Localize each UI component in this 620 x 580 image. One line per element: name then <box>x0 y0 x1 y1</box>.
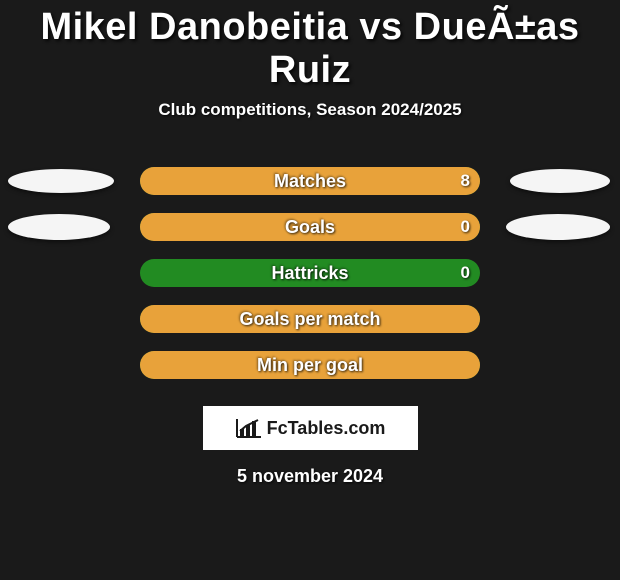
stats-chart: Matches8Goals0Hattricks0Goals per matchM… <box>0 158 620 388</box>
stat-row: Min per goal <box>0 342 620 388</box>
stat-value: 0 <box>461 217 470 237</box>
stat-label: Matches <box>140 171 480 192</box>
stat-label: Goals <box>140 217 480 238</box>
stat-row: Goals0 <box>0 204 620 250</box>
stat-bar: Goals0 <box>140 213 480 241</box>
left-ellipse <box>8 214 110 240</box>
right-ellipse <box>506 214 610 240</box>
left-ellipse <box>8 169 114 193</box>
date-text: 5 november 2024 <box>0 466 620 487</box>
logo-text: FcTables.com <box>267 418 386 439</box>
logo-box: FcTables.com <box>203 406 418 450</box>
stat-value: 0 <box>461 263 470 283</box>
stat-row: Matches8 <box>0 158 620 204</box>
stat-label: Goals per match <box>140 309 480 330</box>
right-ellipse <box>510 169 610 193</box>
stat-row: Goals per match <box>0 296 620 342</box>
stat-bar: Min per goal <box>140 351 480 379</box>
stat-bar: Matches8 <box>140 167 480 195</box>
stat-label: Hattricks <box>140 263 480 284</box>
stat-bar: Goals per match <box>140 305 480 333</box>
stat-bar: Hattricks0 <box>140 259 480 287</box>
bar-chart-icon <box>235 417 263 439</box>
stat-row: Hattricks0 <box>0 250 620 296</box>
subtitle: Club competitions, Season 2024/2025 <box>0 100 620 120</box>
stat-value: 8 <box>461 171 470 191</box>
stat-label: Min per goal <box>140 355 480 376</box>
page-title: Mikel Danobeitia vs DueÃ±as Ruiz <box>0 0 620 92</box>
